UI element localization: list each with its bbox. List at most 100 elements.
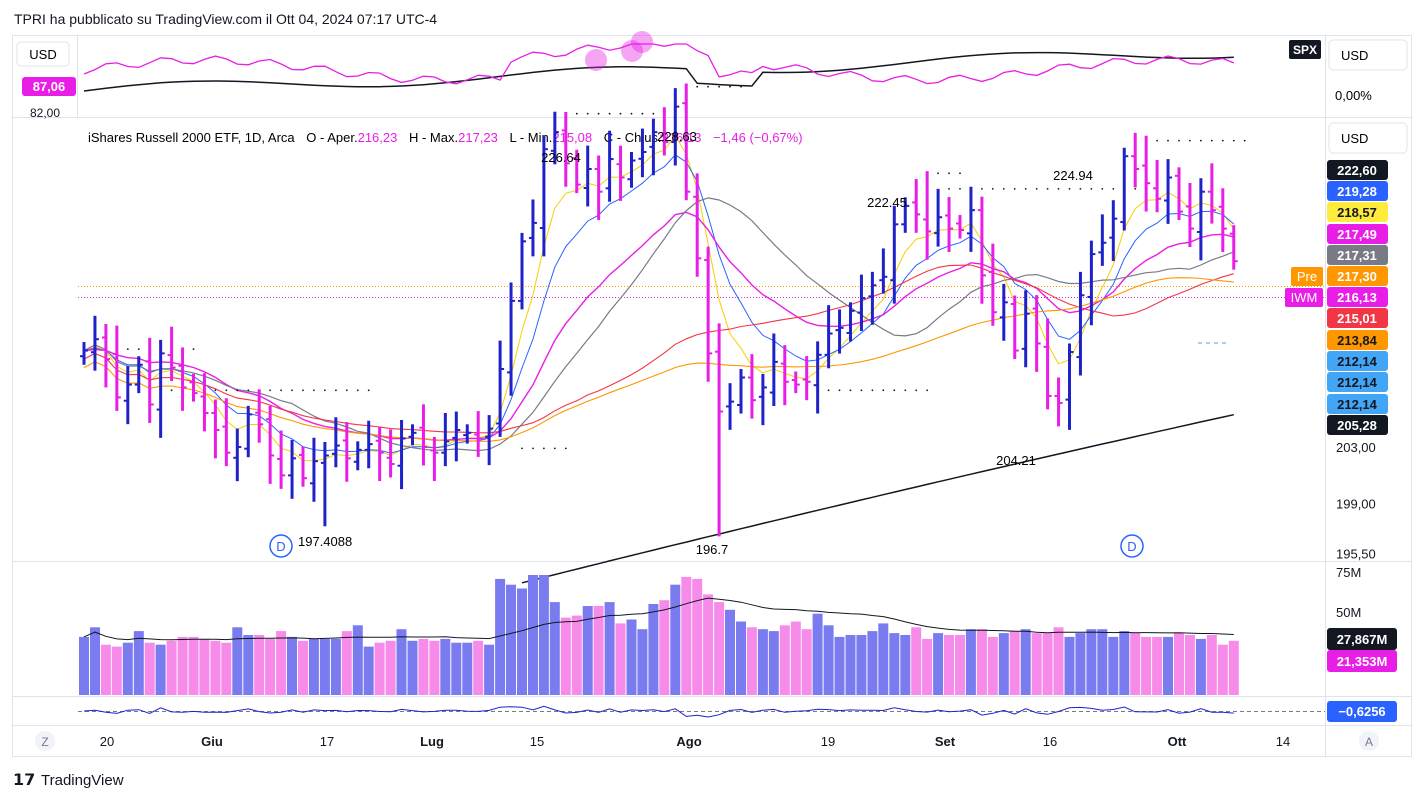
volume-bar [922, 638, 933, 695]
volume-bar [111, 646, 122, 695]
level-dot [1101, 188, 1104, 190]
ohlc-bar [375, 427, 384, 482]
ohlc-bar [1207, 163, 1216, 224]
ohlc-bar [879, 248, 888, 294]
ohlc-bar [430, 436, 439, 482]
volume-last-value: 21,353M [1337, 654, 1388, 669]
ohlc-bar [1032, 295, 1041, 372]
legend-change: −1,46 (−0,67%) [713, 130, 803, 145]
price-badge-label: 213,84 [1337, 333, 1378, 348]
legend-h-value: 217,23 [458, 130, 498, 145]
price-badge-label: 217,30 [1337, 269, 1377, 284]
volume-bar [757, 629, 768, 695]
level-dot [1221, 139, 1224, 142]
oscillator-line [83, 705, 1234, 718]
currency-button-top[interactable] [1328, 39, 1408, 71]
ohlc-bar [441, 412, 450, 467]
price-badge-label: 218,57 [1337, 205, 1377, 220]
volume-bar [834, 636, 845, 695]
volume-bar [155, 644, 166, 695]
level-dot [1243, 139, 1246, 142]
volume-bar [736, 621, 746, 695]
ohlc-bar [704, 246, 713, 382]
ohlc-bar [638, 128, 647, 178]
ohlc-bar [583, 145, 592, 207]
volume-bar [998, 633, 1009, 695]
volume-bar [319, 638, 330, 695]
ohlc-bar [507, 282, 516, 396]
ohlc-bar [671, 88, 680, 166]
price-badge-label: 222,60 [1337, 163, 1377, 178]
ohlc-bar [309, 437, 318, 502]
price-badge: 212,14 [1327, 394, 1388, 414]
volume-bar [79, 636, 89, 695]
currency-button-left[interactable] [16, 41, 70, 67]
ohlc-bar [649, 118, 658, 176]
moving-averages [83, 134, 1235, 584]
dividend-marker-1[interactable]: D [269, 534, 293, 558]
price-tick: 203,00 [1336, 440, 1376, 455]
volume-bar [801, 629, 812, 695]
level-dot [948, 188, 950, 190]
level-dot [619, 112, 622, 115]
legend-o-label: O - Aper. [306, 130, 357, 145]
ohlc-bar [627, 151, 636, 188]
volume-bar [243, 635, 254, 695]
volume-bar [199, 638, 210, 695]
tradingview-logo-mark: 𝟭𝟳 [13, 772, 35, 789]
volume-bar [1053, 627, 1064, 695]
volume-bar [1206, 635, 1217, 695]
level-dot [1013, 188, 1016, 190]
level-dot [564, 447, 567, 450]
level-dot [521, 447, 523, 450]
volume-bar [976, 629, 987, 695]
level-dot [1134, 188, 1137, 190]
ohlc-bar [616, 145, 625, 201]
level-dot [324, 389, 326, 392]
ohlc-bar [1021, 290, 1030, 368]
ohlc-bar [1196, 178, 1205, 261]
volume-bar [955, 635, 965, 695]
ohlc-bar [1218, 188, 1227, 252]
volume-bar [1031, 633, 1042, 695]
ohlc-bar [419, 404, 428, 466]
ohlc-bar [945, 197, 954, 252]
tradingview-logo-text: TradingView [41, 772, 124, 789]
ohlc-bar [791, 371, 800, 394]
price-badge-label: 217,31 [1337, 248, 1377, 263]
price-badge: 216,13 [1327, 287, 1388, 307]
volume-bar [254, 635, 265, 695]
level-dot [1167, 139, 1169, 142]
volume-bar [549, 602, 560, 695]
volume-bar [232, 627, 243, 695]
tradingview-logo[interactable]: 𝟭𝟳 TradingView [13, 772, 124, 789]
volume-bars [79, 575, 1239, 695]
ema-9-line [83, 154, 1235, 454]
price-badge: 222,60 [1327, 160, 1388, 180]
price-badge: 215,01 [1327, 308, 1388, 328]
volume-bar [385, 640, 396, 695]
legend-l-value: 215,08 [552, 130, 592, 145]
ohlc-bar [1054, 377, 1063, 427]
level-dot [926, 389, 928, 392]
volume-bar [352, 625, 363, 695]
price-badge: 217,31 [1327, 245, 1388, 265]
a-button[interactable]: A [1359, 731, 1379, 751]
level-dot [959, 172, 961, 175]
volume-bar [418, 638, 429, 695]
volume-bar [495, 578, 506, 695]
ohlc-bar [266, 405, 275, 484]
legend-l-label: L - Min. [510, 130, 553, 145]
currency-button-main[interactable] [1328, 122, 1408, 154]
ohlc-bar [233, 428, 242, 482]
z-button[interactable]: Z [35, 731, 55, 751]
dividend-marker-2[interactable]: D [1120, 534, 1144, 558]
level-dot [641, 112, 644, 115]
level-dot [367, 389, 370, 392]
volume-bar [768, 631, 779, 695]
volume-bar [363, 646, 374, 695]
ohlc-bar [474, 411, 483, 457]
ohlc-bar [353, 441, 362, 471]
volume-bar [473, 640, 484, 695]
ohlc-bar [802, 356, 811, 401]
